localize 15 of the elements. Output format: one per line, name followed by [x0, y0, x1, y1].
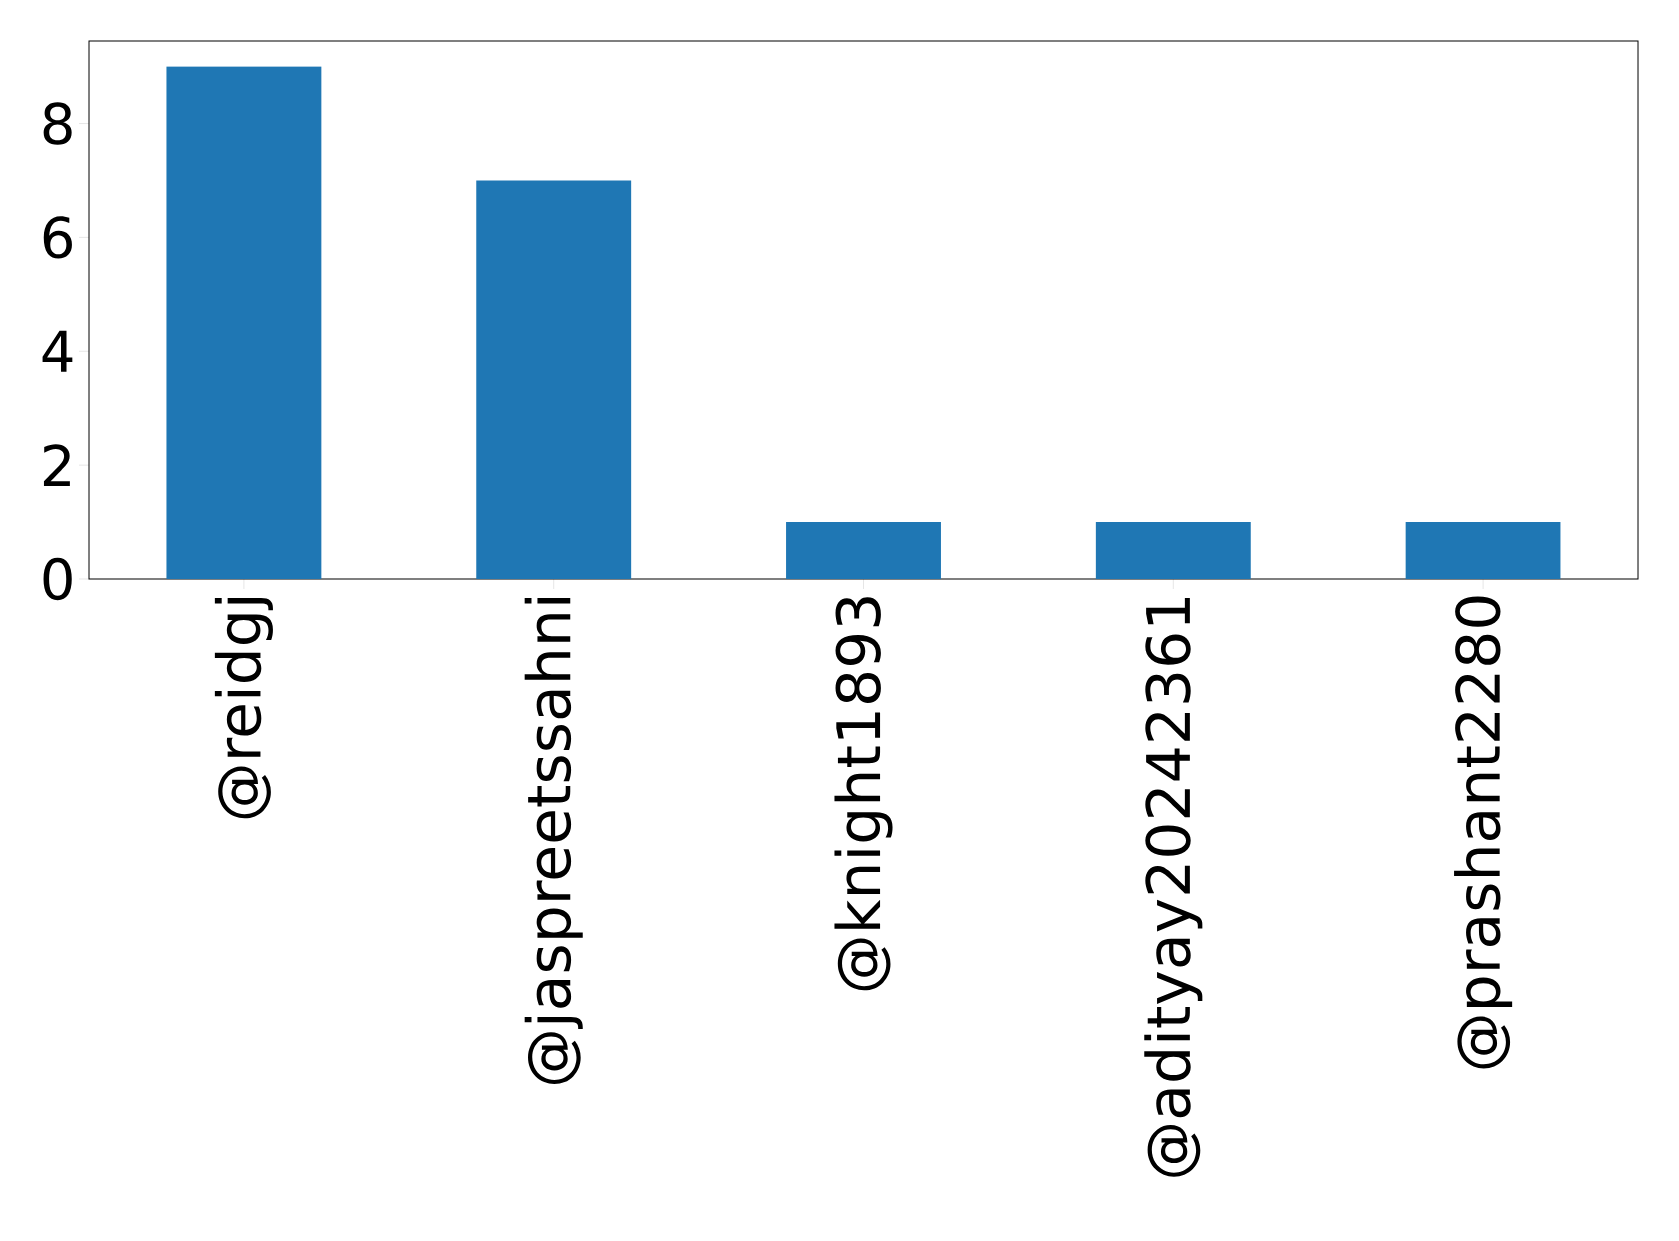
- bar: [1405, 522, 1561, 579]
- x-tick-label: @knight1893: [834, 597, 893, 991]
- x-tick-label: @jaspreetssahni: [524, 598, 583, 1085]
- y-tick-label: 2: [43, 444, 70, 486]
- x-tick-label: @reidgj: [214, 598, 273, 819]
- y-tick-label: 4: [42, 330, 73, 372]
- x-tick-label: @prashant2280: [1454, 596, 1513, 1069]
- bar: [166, 66, 322, 579]
- bar: [476, 180, 632, 579]
- bar: [1095, 522, 1251, 579]
- y-tick-label: 8: [43, 102, 72, 145]
- bar: [786, 522, 941, 579]
- x-tick-label: @adityay20242361: [1144, 598, 1203, 1177]
- y-tick-label: 0: [43, 557, 72, 601]
- y-tick-label: 6: [43, 216, 72, 259]
